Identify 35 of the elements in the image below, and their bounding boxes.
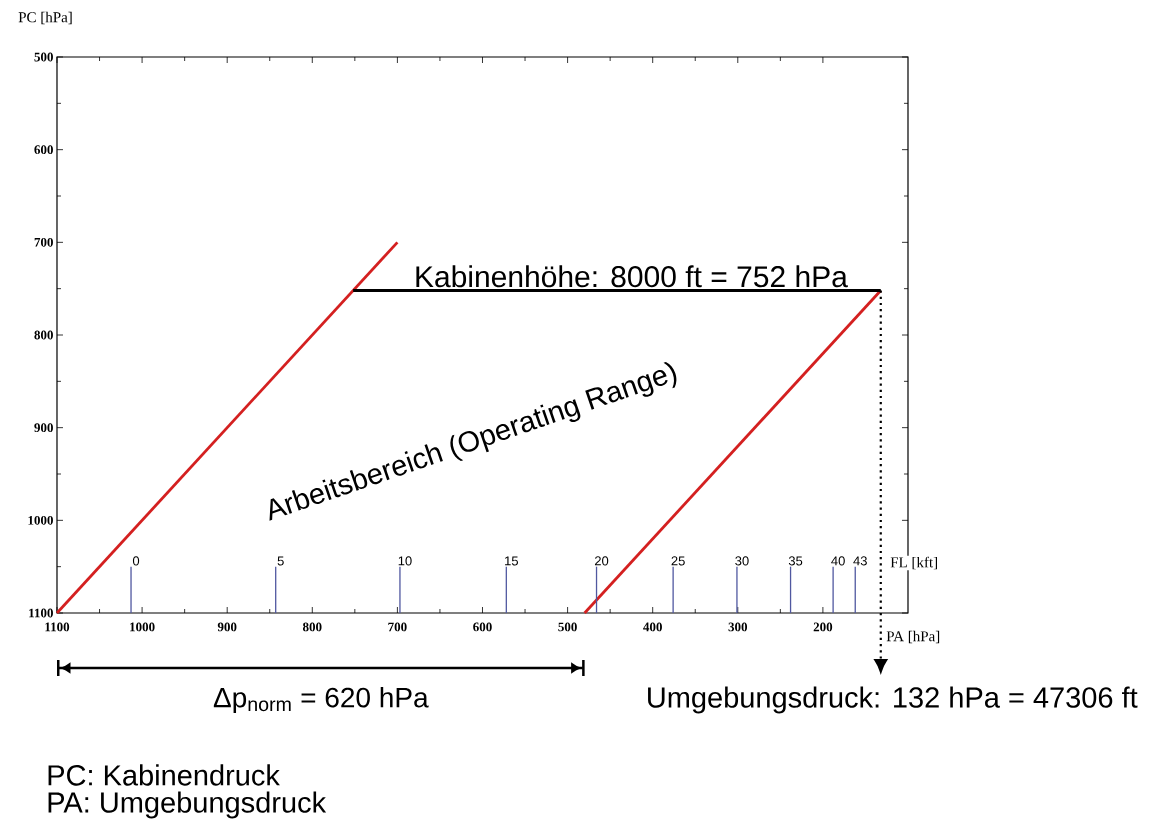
x-tick-label: 700 [388,622,407,632]
y-tick-label: 1100 [29,608,53,618]
annotation: 40 [831,556,845,566]
x-tick-label: 200 [813,622,833,632]
y-tick-label: 600 [34,145,53,155]
annotation: FL [kft] [890,556,937,570]
x-tick-label: 500 [558,622,577,632]
x-tick-label: 300 [728,622,748,632]
annotation: 10 [398,556,412,566]
x-tick-label: 1000 [130,622,155,632]
text: Δp$_{norm}$ = 620 hPa [213,686,429,714]
annotation: 25 [671,556,685,566]
text: PA: Umgebungsdruck [48,791,327,819]
annotation: 43 [853,556,867,566]
y-tick-label: 500 [34,52,53,62]
x-axis-title: PA [hPa] [886,630,940,644]
x-tick-label: 400 [643,622,662,632]
y-axis-title: PC [hPa] [18,11,72,25]
y-tick-label: 700 [34,237,53,247]
annotation: 0 [132,556,140,566]
x-tick-label: 600 [473,622,492,632]
y-tick-label: 800 [34,330,53,340]
annotation: 15 [505,556,518,566]
text: PC: Kabinendruck [48,764,280,786]
text: Umgebungsdruck: 132 hPa = 47306 ft [648,686,1138,714]
y-tick-label: 1000 [28,515,53,525]
annotation: 5 [277,556,284,566]
annotation: Kabinenhöhe: 8000 ft = 752 hPa [416,265,848,288]
annotation: 20 [594,556,609,566]
annotation: 35 [788,556,803,566]
x-tick-label: 800 [302,622,322,632]
annotation: 30 [735,556,749,566]
x-tick-label: 1100 [45,622,70,632]
y-tick-label: 900 [34,423,53,433]
x-tick-label: 900 [217,622,237,632]
